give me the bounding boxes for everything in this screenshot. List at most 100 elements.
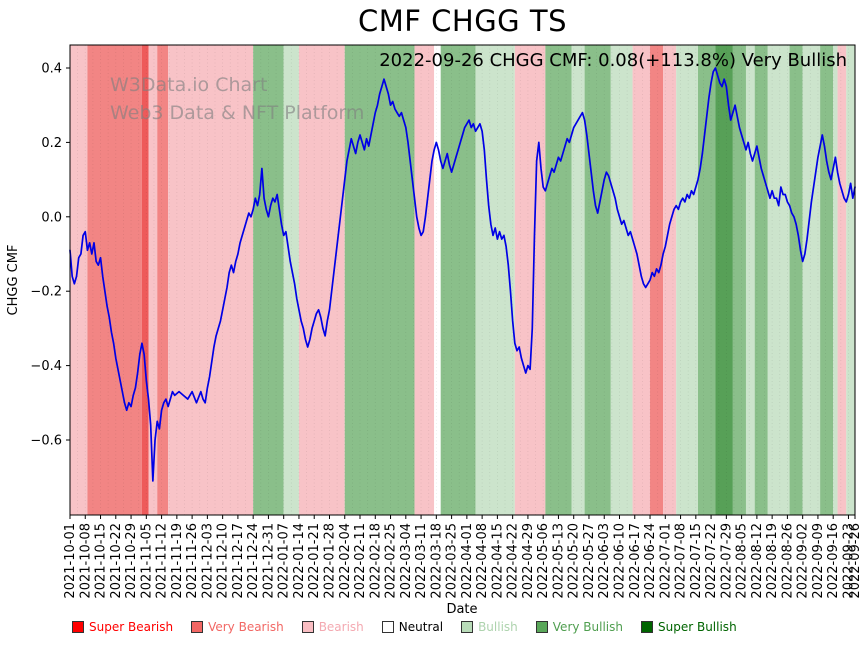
x-tick-label: 2022-08-19: [765, 523, 780, 599]
sentiment-band-very_bearish: [87, 45, 142, 515]
x-tick-label: 2022-02-18: [368, 523, 383, 599]
x-tick-label: 2022-08-05: [735, 523, 750, 599]
legend-label: Very Bullish: [552, 620, 623, 634]
sentiment-band-very_bullish: [344, 45, 415, 515]
x-tick-label: 2022-07-01: [658, 523, 673, 599]
sentiment-band-very_bullish: [732, 45, 746, 515]
sentiment-legend: Super Bearish Very Bearish Bearish Neutral B…: [72, 620, 737, 634]
x-tick-label: 2022-01-28: [322, 523, 337, 599]
legend-item-neutral: Neutral: [381, 620, 443, 634]
x-tick-label: 2022-06-03: [597, 523, 612, 599]
x-tick-label: 2022-09-09: [811, 523, 826, 599]
legend-swatch: [381, 621, 394, 633]
y-tick-label: −0.4: [30, 359, 62, 374]
sentiment-band-bearish: [514, 45, 546, 515]
x-tick-label: 2022-08-12: [750, 523, 765, 599]
x-tick-label: 2022-07-15: [689, 523, 704, 599]
legend-swatch: [641, 621, 653, 633]
x-tick-label: 2022-05-20: [567, 523, 582, 599]
sentiment-band-bullish: [571, 45, 585, 515]
legend-swatch: [72, 621, 84, 633]
sentiment-band-very_bullish: [754, 45, 768, 515]
x-tick-label: 2022-01-21: [307, 523, 322, 599]
sentiment-band-very_bullish: [698, 45, 716, 515]
sentiment-band-bullish: [833, 45, 838, 515]
x-tick-label: 2022-06-17: [628, 523, 643, 599]
x-tick-label: 2022-01-14: [292, 523, 307, 599]
sentiment-band-bearish: [148, 45, 158, 515]
x-tick-label: 2022-02-11: [353, 523, 368, 599]
x-tick-label: 2022-04-15: [490, 523, 505, 599]
y-tick-label: 0.4: [41, 62, 62, 77]
sentiment-band-bearish: [632, 45, 651, 515]
legend-label: Super Bullish: [658, 620, 737, 634]
cmf-line: [69, 67, 856, 482]
sentiment-band-bearish: [837, 45, 847, 515]
sentiment-band-bullish: [802, 45, 821, 515]
chart-title: CMF CHGG TS: [357, 4, 567, 38]
x-tick-label: 2022-08-26: [780, 523, 795, 599]
sentiment-band-very_bullish: [440, 45, 476, 515]
y-tick-label: −0.6: [30, 434, 62, 449]
x-tick-label: 2022-03-04: [399, 523, 414, 599]
x-tick-label: 2022-02-25: [384, 523, 399, 599]
sentiment-band-bearish: [168, 45, 254, 515]
x-tick-label: 2021-12-24: [246, 523, 261, 599]
y-axis-label: CHGG CMF: [6, 245, 21, 316]
x-tick-label: 2022-07-22: [704, 523, 719, 599]
x-tick-label: 2021-11-12: [155, 523, 170, 599]
x-tick-label: 2021-12-17: [231, 523, 246, 599]
sentiment-band-bullish: [610, 45, 633, 515]
sentiment-band-very_bullish: [545, 45, 572, 515]
sentiment-bands: [70, 45, 855, 515]
legend-swatch: [301, 621, 314, 633]
legend-item-super-bullish: Super Bullish: [641, 620, 737, 634]
legend-swatch: [461, 621, 474, 633]
legend-item-very-bearish: Very Bearish: [191, 620, 284, 634]
x-tick-label: 2021-11-26: [185, 523, 200, 599]
cmf-line-series: [69, 67, 856, 482]
sentiment-band-bearish: [70, 45, 88, 515]
x-tick-label: 2021-12-31: [261, 523, 276, 599]
x-tick-label: 2022-09-23: [841, 523, 856, 599]
x-tick-label: 2022-09-02: [796, 523, 811, 599]
x-tick-label: 2021-12-03: [200, 523, 215, 599]
x-tick-label: 2021-12-10: [216, 523, 231, 599]
axes-spines: [69, 44, 856, 516]
sentiment-band-bearish: [298, 45, 345, 515]
sentiment-band-very_bullish: [820, 45, 834, 515]
legend-label: Very Bearish: [208, 620, 284, 634]
sentiment-band-bullish: [745, 45, 755, 515]
x-tick-label: 2021-10-29: [124, 523, 139, 599]
sentiment-band-bullish: [283, 45, 299, 515]
sentiment-band-bullish: [475, 45, 515, 515]
x-tick-label: 2021-10-22: [109, 523, 124, 599]
x-tick-label: 2022-04-08: [475, 523, 490, 599]
legend-swatch: [535, 621, 548, 633]
y-tick-label: −0.2: [30, 285, 62, 300]
sentiment-band-very_bearish: [157, 45, 169, 515]
sentiment-band-super_bearish: [141, 45, 149, 515]
x-tick-label: 2022-06-10: [613, 523, 628, 599]
legend-swatch: [191, 621, 204, 633]
x-tick-label: 2021-11-05: [139, 523, 154, 599]
sentiment-band-very_bearish: [650, 45, 664, 515]
y-tick-label: 0.0: [41, 210, 62, 225]
x-tick-label: 2022-05-27: [582, 523, 597, 599]
sentiment-band-bearish: [414, 45, 435, 515]
sentiment-band-very_bullish: [253, 45, 284, 515]
x-tick-label: 2022-01-07: [277, 523, 292, 599]
x-tick-label: 2022-03-25: [445, 523, 460, 599]
x-tick-label: 2021-11-19: [170, 523, 185, 599]
sentiment-band-bullish: [767, 45, 790, 515]
legend-label: Bullish: [478, 620, 518, 634]
sentiment-band-bearish: [663, 45, 677, 515]
sentiment-band-very_bullish: [789, 45, 803, 515]
legend-label: Bearish: [318, 620, 364, 634]
x-tick-label: 2022-06-24: [643, 523, 658, 599]
sentiment-band-bullish: [846, 45, 855, 515]
x-tick-label: 2021-10-15: [94, 523, 109, 599]
legend-item-bearish: Bearish: [301, 620, 364, 634]
